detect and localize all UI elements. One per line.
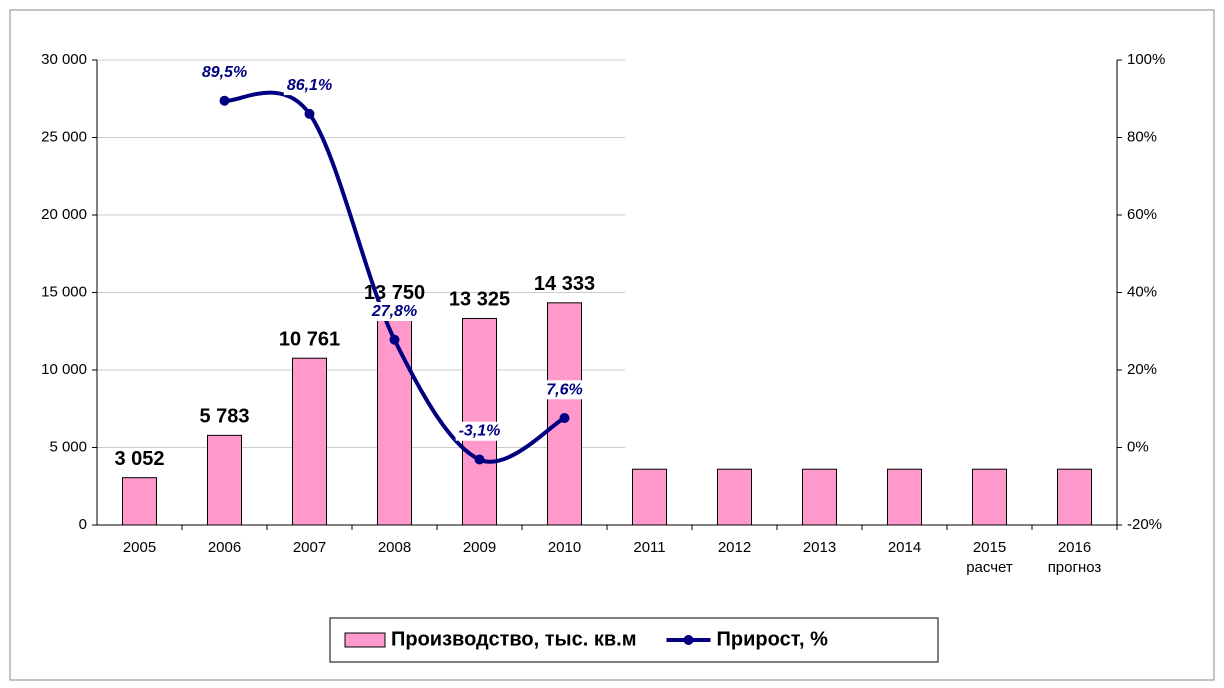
bar (972, 468, 1007, 526)
line (224, 90, 566, 464)
legend-label: Производство, тыс. кв.м (391, 628, 637, 650)
y2-tick-label: 0% (1127, 438, 1149, 455)
y-tick-label: 10 000 (41, 361, 87, 378)
data-label: 89,5% (202, 64, 247, 81)
x-tick-label: 2005 (122, 539, 157, 556)
bar (292, 357, 327, 526)
data-label-bg (283, 76, 336, 96)
data-label-bg (198, 62, 251, 82)
x-tick-label: 2009 (462, 539, 497, 556)
x-tick-label: 2015 расчет (966, 539, 1013, 576)
data-label-bg (543, 380, 586, 400)
bar (1057, 468, 1092, 526)
data-label: 10 761 (279, 328, 340, 350)
data-label: 27,8% (371, 303, 417, 320)
data-label: 14 333 (534, 273, 595, 295)
x-tick-label: 2007 (292, 539, 327, 556)
legend-label: Прирост, % (717, 628, 829, 650)
x-tick-label: 2010 (547, 539, 582, 556)
data-label: 13 325 (449, 289, 510, 311)
bar (632, 468, 667, 526)
y-tick-label: 25 000 (41, 128, 87, 145)
data-label: 86,1% (287, 77, 332, 94)
legend-marker (683, 635, 694, 645)
y-tick-label: 5 000 (49, 438, 87, 455)
data-label-bg (367, 301, 421, 322)
line-marker (219, 95, 230, 106)
y-tick-label: 30 000 (41, 51, 87, 68)
data-label: 3 052 (114, 448, 164, 470)
x-tick-label: 2011 (633, 539, 666, 556)
x-tick-label: 2006 (207, 539, 242, 556)
legend-box (329, 617, 939, 663)
y2-tick-label: 80% (1127, 128, 1157, 145)
x-tick-label: 2012 (717, 539, 752, 556)
data-label: 5 783 (199, 406, 249, 428)
y-tick-label: 0 (79, 516, 87, 533)
data-label-bg (455, 421, 504, 441)
line-marker (389, 334, 400, 345)
y2-tick-label: 20% (1127, 361, 1157, 378)
bar (802, 468, 837, 526)
legend-swatch (344, 632, 386, 648)
data-label: -3,1% (459, 423, 501, 440)
line-marker (559, 413, 570, 424)
bar (887, 468, 922, 526)
y2-tick-label: -20% (1127, 516, 1162, 533)
chart-frame (9, 9, 1215, 681)
line-marker (474, 454, 485, 465)
x-tick-label: 2013 (802, 539, 837, 556)
x-tick-label: 2008 (377, 539, 412, 556)
x-tick-label: 2014 (887, 539, 922, 556)
y-tick-label: 15 000 (41, 283, 87, 300)
bar (122, 477, 157, 526)
line-marker (304, 108, 315, 119)
y2-tick-label: 40% (1127, 283, 1157, 300)
data-label: 7,6% (546, 381, 582, 398)
y2-tick-label: 60% (1127, 206, 1157, 223)
y2-tick-label: 100% (1127, 51, 1165, 68)
bar (717, 468, 752, 526)
bar (207, 434, 242, 526)
y-tick-label: 20 000 (41, 206, 87, 223)
bar (377, 311, 412, 526)
x-tick-label: 2016 прогноз (1047, 539, 1102, 576)
